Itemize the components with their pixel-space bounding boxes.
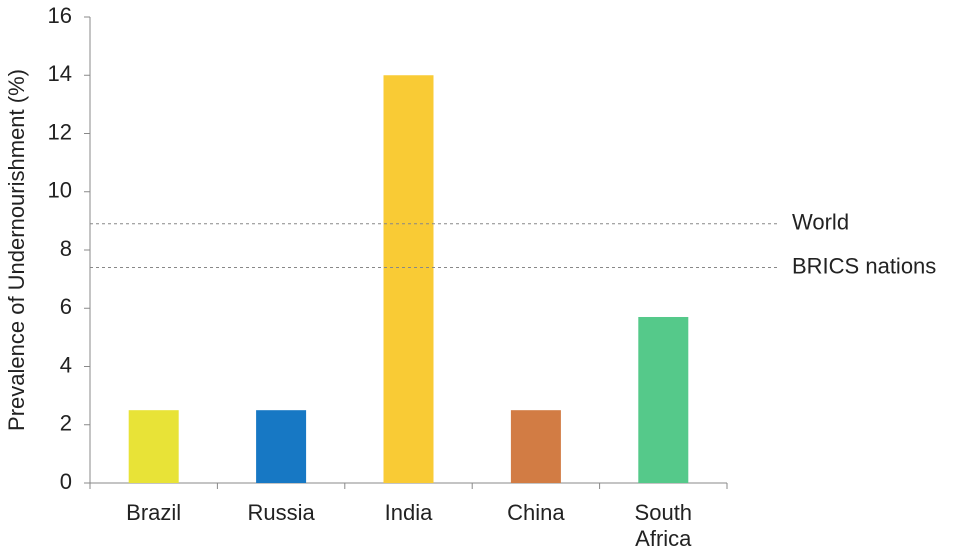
y-tick-label: 14: [48, 61, 72, 86]
reference-label: BRICS nations: [792, 253, 936, 278]
x-tick-label: Brazil: [126, 500, 182, 525]
bar: [383, 75, 434, 483]
y-axis-label: Prevalence of Undernourishment (%): [4, 69, 29, 431]
x-tick-label: South Africa: [634, 500, 693, 551]
x-tick-label: Russia: [247, 500, 315, 525]
y-tick-label: 10: [48, 178, 72, 203]
y-tick-label: 16: [48, 3, 72, 28]
bar: [510, 410, 561, 483]
y-tick-label: 4: [60, 352, 72, 377]
x-tick-label: India: [384, 500, 433, 525]
y-tick-label: 8: [60, 236, 72, 261]
y-tick-label: 6: [60, 294, 72, 319]
y-tick-label: 12: [48, 119, 72, 144]
bar: [638, 316, 689, 483]
y-tick-label: 0: [60, 469, 72, 494]
bar: [256, 410, 307, 483]
x-tick-label: China: [507, 500, 565, 525]
reference-label: World: [792, 210, 849, 235]
y-tick-label: 2: [60, 411, 72, 436]
bar: [128, 410, 179, 483]
